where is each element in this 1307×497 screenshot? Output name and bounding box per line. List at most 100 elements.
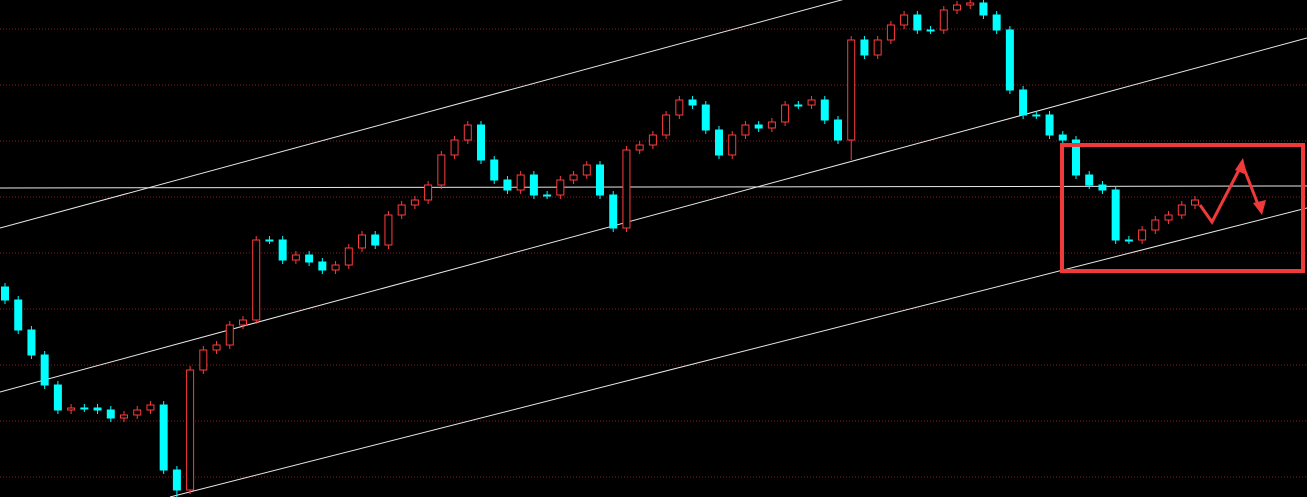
- candle-body: [159, 404, 168, 471]
- candle-body: [53, 384, 62, 411]
- candle-body: [966, 2, 975, 6]
- candle-body: [648, 134, 657, 146]
- candle-body: [437, 154, 446, 186]
- candle-body: [344, 247, 353, 266]
- candle-body: [767, 121, 776, 129]
- candle-body: [503, 179, 512, 191]
- candle-body: [926, 29, 935, 32]
- candle-body: [754, 124, 763, 129]
- candle-body: [331, 264, 340, 271]
- candle-body: [1164, 214, 1173, 221]
- candle-body: [239, 319, 247, 326]
- candle-body: [1058, 134, 1067, 141]
- candle-body: [886, 24, 895, 41]
- candle-body: [582, 164, 591, 176]
- candle-body: [80, 407, 89, 410]
- candle-body: [543, 194, 552, 197]
- candle-body: [741, 124, 750, 136]
- candle-body: [847, 39, 856, 141]
- candle-body: [662, 114, 671, 136]
- candle-body: [609, 194, 618, 229]
- candle-body: [450, 139, 459, 156]
- arrow-head: [1253, 200, 1266, 215]
- candle-body: [635, 144, 644, 151]
- candle-body: [794, 104, 803, 107]
- candle-body: [1072, 139, 1080, 176]
- candles: [1, 0, 1199, 497]
- candle-body: [913, 14, 922, 31]
- candle-body: [1151, 219, 1160, 231]
- candle-body: [834, 119, 842, 141]
- candle-body: [516, 174, 525, 191]
- candle-body: [622, 149, 631, 229]
- candle-body: [146, 404, 155, 411]
- candle-body: [40, 354, 49, 386]
- candle-body: [979, 2, 988, 16]
- candle-body: [186, 369, 195, 491]
- candle-body: [939, 9, 948, 31]
- candle-body: [172, 469, 181, 491]
- annotation: [1060, 143, 1305, 273]
- candle-body: [569, 174, 578, 181]
- candle-body: [715, 129, 723, 156]
- candle-body: [120, 414, 128, 419]
- candle-body: [106, 409, 115, 419]
- candle-body: [900, 14, 909, 26]
- grid: [0, 28, 1307, 478]
- candle-body: [278, 239, 287, 261]
- candle-body: [596, 164, 604, 196]
- candle-body: [1177, 204, 1186, 216]
- candle-body: [992, 14, 1001, 31]
- candle-body: [820, 99, 829, 121]
- candle-body: [728, 134, 737, 156]
- candle-body: [529, 174, 538, 196]
- candle-body: [807, 99, 816, 106]
- candle-body: [424, 184, 433, 201]
- arrow-down: [1241, 165, 1261, 208]
- candle-body: [67, 407, 76, 411]
- candle-body: [953, 4, 961, 11]
- candle-body: [410, 199, 419, 206]
- channel-middle: [0, 37, 1307, 393]
- candle-body: [490, 159, 499, 181]
- candle-body: [463, 124, 472, 141]
- candle-body: [212, 344, 221, 351]
- candle-body: [252, 239, 261, 321]
- highlight-box: [1060, 143, 1305, 273]
- candle-body: [1111, 189, 1120, 241]
- candle-body: [133, 409, 142, 416]
- candle-body: [1138, 229, 1147, 241]
- candle-body: [556, 179, 565, 196]
- candle-body: [873, 39, 882, 56]
- channel-bottom: [169, 207, 1307, 497]
- candle-body: [199, 349, 208, 371]
- candle-body: [1032, 114, 1041, 117]
- candle-body: [1085, 174, 1094, 186]
- candle-body: [265, 239, 274, 242]
- candle-body: [27, 329, 36, 356]
- candle-body: [477, 124, 485, 161]
- candle-body: [397, 204, 406, 216]
- candle-body: [1005, 29, 1014, 91]
- candle-body: [781, 104, 790, 123]
- candle-body: [318, 261, 327, 271]
- candle-body: [225, 324, 234, 346]
- candle-body: [1, 286, 9, 301]
- candle-body: [675, 99, 684, 116]
- candle-body: [93, 407, 102, 411]
- candle-body: [14, 299, 23, 331]
- candle-body: [701, 104, 710, 131]
- channel-top: [0, 0, 844, 229]
- candle-body: [384, 214, 393, 246]
- candle-body: [1098, 184, 1107, 191]
- candle-body: [860, 39, 869, 56]
- candle-body: [1045, 114, 1054, 136]
- candle-body: [358, 234, 366, 249]
- candle-body: [305, 254, 314, 263]
- candle-body: [1124, 239, 1133, 242]
- candle-body: [1019, 89, 1028, 116]
- candle-body: [371, 234, 380, 246]
- candle-body: [1191, 199, 1199, 206]
